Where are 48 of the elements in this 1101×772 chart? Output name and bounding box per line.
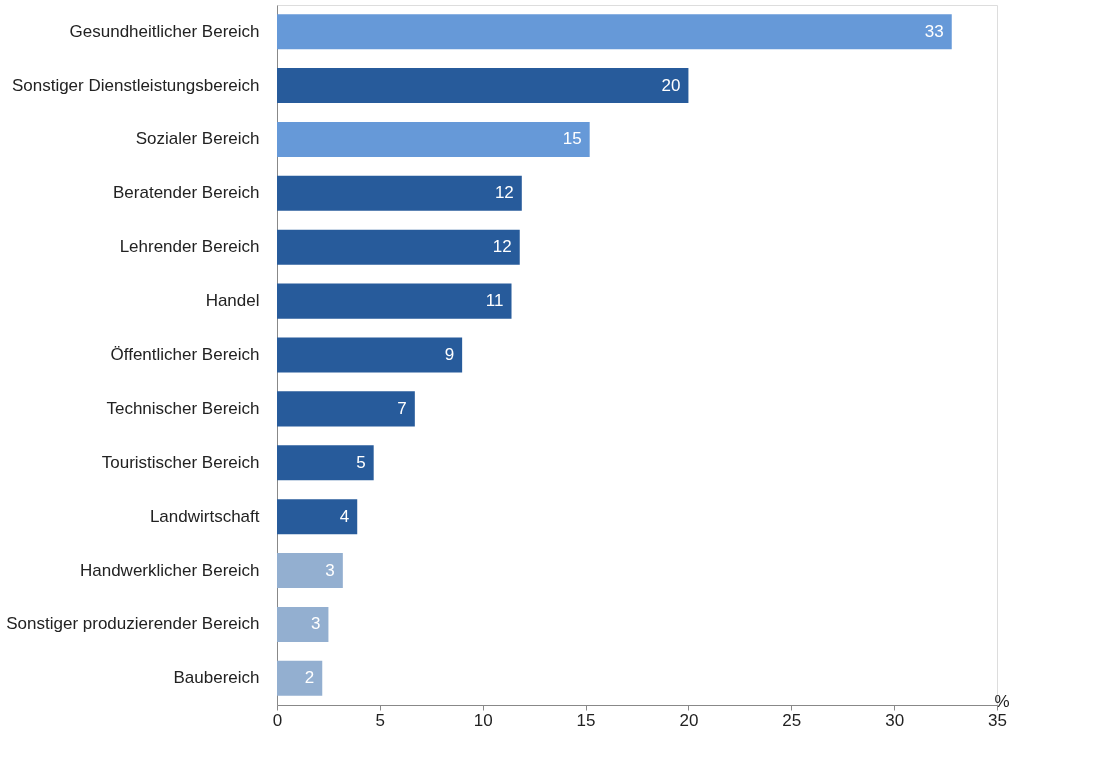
y-tick-label: Sonstiger Dienstleistungsbereich <box>11 75 260 95</box>
bar <box>277 121 590 157</box>
data-label: 7 <box>397 398 407 418</box>
y-tick-label: Sozialer Bereich <box>135 129 260 149</box>
bar <box>277 229 520 265</box>
x-tick-label: 25 <box>782 710 802 730</box>
x-tick-label: 0 <box>272 710 283 730</box>
data-label: 3 <box>325 560 335 580</box>
y-tick-label: Beratender Bereich <box>113 183 260 203</box>
data-label: 5 <box>356 452 366 472</box>
data-label: 12 <box>492 237 512 257</box>
x-tick-label: 30 <box>885 710 905 730</box>
y-tick-label: Touristischer Bereich <box>101 452 260 472</box>
data-label: 2 <box>304 668 315 688</box>
y-tick-label: Sonstiger produzierender Bereich <box>6 614 260 634</box>
x-tick-label: 35 <box>988 710 1007 730</box>
data-label: 20 <box>661 75 681 95</box>
bar <box>277 606 329 642</box>
bar <box>277 68 689 104</box>
y-tick-label: Handel <box>205 291 260 311</box>
y-tick-label: Baubereich <box>173 668 260 688</box>
y-tick-label: Landwirtschaft <box>149 506 260 526</box>
bar <box>277 499 358 535</box>
bar <box>277 14 952 50</box>
bar <box>277 175 522 211</box>
bar <box>277 391 415 427</box>
bar <box>277 445 374 481</box>
bar <box>277 337 463 373</box>
x-tick-label: 10 <box>473 710 493 730</box>
y-tick-label: Technischer Bereich <box>106 398 260 418</box>
x-tick-label: 5 <box>375 710 386 730</box>
y-tick-label: Öffentlicher Bereich <box>110 345 260 364</box>
y-tick-label: Gesundheitlicher Bereich <box>69 21 260 41</box>
y-tick-label: Lehrender Bereich <box>119 237 260 257</box>
x-tick-label: 15 <box>576 710 596 730</box>
bar <box>277 660 323 696</box>
bar <box>277 283 512 319</box>
data-label: 33 <box>924 21 944 41</box>
x-axis-title: % <box>994 691 1010 711</box>
data-label: 15 <box>562 129 582 149</box>
bar <box>277 553 343 589</box>
data-label: 4 <box>339 506 350 526</box>
data-label: 9 <box>444 345 455 364</box>
data-label: 11 <box>485 291 504 311</box>
y-tick-label: Handwerklicher Bereich <box>79 560 260 580</box>
data-label: 3 <box>310 614 321 634</box>
data-label: 12 <box>494 183 514 203</box>
x-tick-label: 20 <box>679 710 699 730</box>
